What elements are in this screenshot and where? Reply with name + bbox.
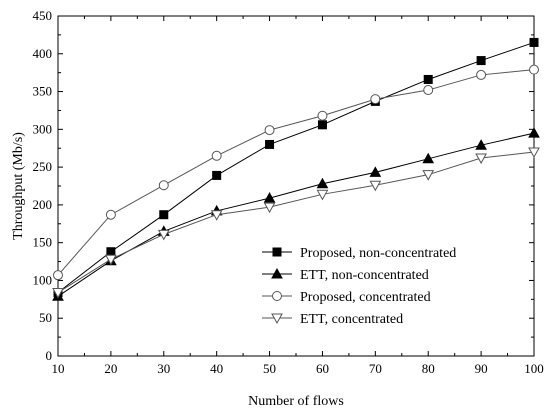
data-point [105,254,117,266]
x-tick-label: 60 [316,361,329,376]
series-line [57,41,535,293]
data-point [316,189,329,201]
data-point [528,127,540,138]
data-point [159,210,169,220]
data-point [158,180,169,191]
data-point [316,177,329,189]
legend-entry: Proposed, concentrated [262,290,431,305]
y-axis-title: Throughput (Mb/s) [11,132,26,240]
data-point [157,229,170,241]
data-point [263,192,276,203]
series-3 [53,64,539,281]
legend-label: Proposed, concentrated [300,290,431,305]
data-point [423,85,434,96]
data-point [105,209,116,220]
data-point [423,74,433,84]
x-tick-label: 80 [422,361,435,376]
data-point [528,147,540,159]
data-point [369,180,382,192]
y-tick-label: 200 [33,197,53,212]
data-point [369,166,382,177]
data-point [476,56,486,66]
data-point [317,120,327,130]
y-tick-label: 300 [33,121,53,136]
legend-label: ETT, non-concentrated [300,268,429,283]
y-tick-label: 50 [39,310,52,325]
y-tick-label: 350 [33,84,53,99]
x-tick-label: 70 [369,361,382,376]
legend-marker [271,313,283,325]
data-point [317,110,328,121]
y-tick-label: 250 [33,159,53,174]
series-1 [53,37,539,298]
x-tick-label: 50 [263,361,276,376]
data-point [52,288,64,299]
data-point [212,170,222,180]
data-point [476,69,487,80]
x-tick-label: 40 [210,361,223,376]
data-point [422,152,435,164]
x-tick-label: 100 [524,361,544,376]
y-tick-label: 150 [33,235,53,250]
series-line [57,69,535,276]
x-axis-title: Number of flows [248,394,344,409]
data-point [106,247,116,257]
data-point [475,139,487,150]
legend-entry: Proposed, non-concentrated [262,246,456,261]
data-point [529,37,539,47]
y-tick-label: 400 [33,46,53,61]
axes: 10 20 30 40 50 60 70 80 90 100 0 50 100 150 200 250 300 3… [33,8,544,376]
legend-entry: ETT, concentrated [262,312,403,327]
legend: Proposed, non-concentrated ETT, non-conce… [262,246,456,327]
data-point [475,153,487,165]
legend-entry: ETT, non-concentrated [262,267,429,283]
series-line [57,151,535,293]
x-tick-label: 90 [475,361,488,376]
data-point [529,64,539,75]
data-point [264,125,275,136]
series-4 [52,147,540,299]
legend-label: ETT, concentrated [300,312,403,327]
x-tick-label: 10 [52,361,65,376]
y-tick-label: 0 [46,348,53,363]
data-point [53,270,63,281]
data-point [210,210,223,221]
y-tick-label: 450 [33,8,53,23]
data-point [263,202,276,214]
series-line [57,132,535,297]
data-point [265,139,275,149]
data-point [422,170,435,181]
legend-marker [272,247,282,257]
legend-marker [271,267,283,279]
legend-label: Proposed, non-concentrated [300,246,456,261]
data-point [211,150,222,161]
data-point [370,94,381,105]
legend-marker [272,291,282,301]
series-layer [52,37,540,301]
y-tick-label: 100 [33,272,53,287]
x-tick-label: 20 [104,361,117,376]
series-2 [52,127,540,301]
x-tick-label: 30 [157,361,170,376]
